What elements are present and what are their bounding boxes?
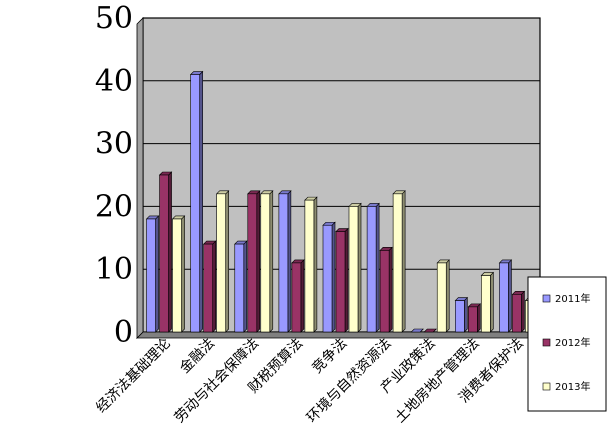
y-axis-ticks: 0 10 20 30 40 50 — [95, 1, 133, 350]
bar — [247, 190, 261, 333]
category-label: 经济法基础理论 — [93, 335, 174, 416]
category-label: 环境与自然资源法 — [303, 335, 394, 426]
bar — [189, 70, 204, 333]
bar — [145, 215, 160, 333]
legend: 2011年 2012年 2013年 — [527, 276, 607, 412]
bar — [234, 240, 248, 333]
bar — [436, 259, 450, 333]
legend-label: 2013年 — [555, 380, 590, 393]
y-tick-label: 40 — [95, 64, 133, 99]
y-tick-label: 20 — [95, 189, 133, 224]
legend-box — [527, 276, 607, 412]
bar — [171, 215, 186, 333]
category-label: 竞争法 — [309, 335, 351, 377]
bar — [454, 296, 469, 333]
legend-swatch — [542, 382, 551, 391]
y-tick-label: 10 — [95, 252, 133, 287]
bar — [278, 190, 292, 333]
bar — [158, 171, 173, 333]
bars — [145, 70, 539, 333]
category-label: 金融法 — [177, 336, 218, 377]
y-tick-label: 30 — [95, 127, 133, 162]
chart-side-wall — [136, 17, 144, 339]
legend-swatch — [542, 338, 551, 347]
bar — [392, 190, 406, 333]
y-tick-label: 0 — [114, 315, 133, 350]
y-tick-label: 50 — [95, 1, 133, 36]
legend-label: 2012年 — [555, 336, 590, 349]
bar — [498, 259, 513, 333]
bar — [480, 271, 495, 333]
legend-label: 2011年 — [555, 292, 590, 305]
bar — [304, 196, 318, 333]
bar — [467, 303, 482, 333]
bar — [348, 202, 362, 333]
bar — [322, 221, 336, 333]
bar — [423, 328, 437, 333]
bar — [260, 190, 274, 333]
bar — [202, 240, 217, 333]
bar — [215, 190, 230, 333]
bar — [410, 328, 424, 333]
legend-swatch — [542, 294, 551, 303]
bar — [335, 227, 349, 333]
bar — [511, 290, 526, 333]
bar — [366, 202, 380, 333]
bar — [291, 259, 305, 333]
bar — [379, 246, 393, 333]
